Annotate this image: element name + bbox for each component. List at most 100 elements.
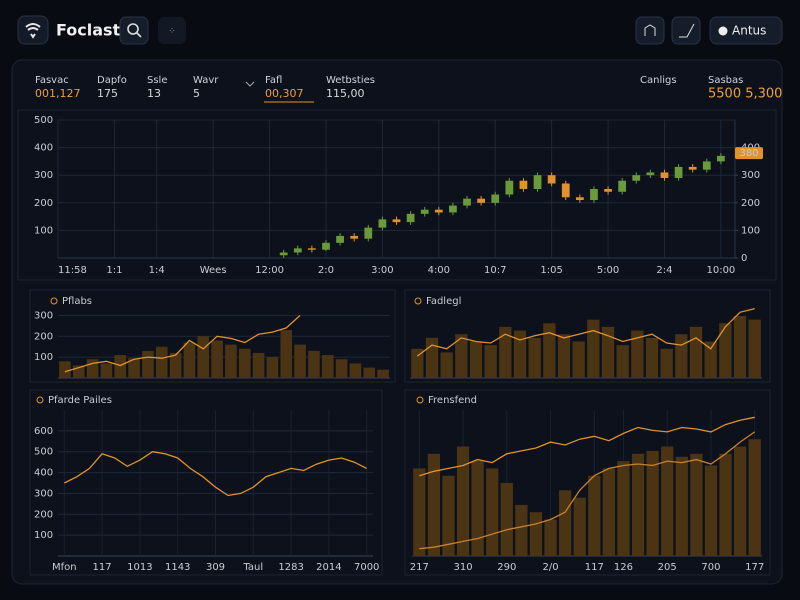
candle-body [646, 172, 655, 176]
candle-body [307, 248, 316, 250]
line [419, 416, 755, 477]
y-tick-label: 300 [34, 488, 53, 499]
y-tick-label: 200 [34, 331, 53, 342]
chart-button[interactable] [635, 16, 665, 45]
stat-value: 175 [97, 87, 118, 100]
bar [411, 348, 424, 378]
logo-icon [25, 23, 41, 39]
y-tick-label: 500 [34, 447, 53, 458]
x-tick-label: 2014 [316, 562, 341, 573]
bar [59, 361, 71, 378]
x-tick-label: 10:00 [706, 265, 735, 276]
y2-tick-label: 100 [741, 225, 760, 236]
logo[interactable] [17, 15, 49, 45]
bar [675, 456, 688, 556]
bar [225, 344, 237, 378]
candle-body [336, 235, 344, 243]
bar [646, 450, 659, 556]
x-tick-label: 1:4 [149, 265, 165, 276]
stat-label: Dapfo [97, 75, 127, 86]
bar [442, 475, 455, 556]
bar [513, 330, 527, 378]
bar [601, 326, 615, 378]
bar [335, 359, 348, 378]
bar [588, 475, 601, 556]
bar [440, 352, 453, 378]
x-tick-label: 1:1 [106, 265, 122, 276]
edit-button[interactable] [671, 16, 701, 45]
bar [719, 323, 732, 378]
menu-icon: ⁘ [168, 27, 176, 37]
search-button[interactable] [119, 16, 149, 45]
panel-title: Frensfend [428, 395, 477, 406]
stat-value: 001,127 [35, 87, 81, 100]
bar [690, 453, 703, 556]
panel-icon [50, 297, 58, 305]
candle-body [293, 248, 302, 253]
stats-bar: Fasvac 001,127 Dapfo 175 Ssle 13 Wavr 5 … [35, 75, 782, 103]
bar [631, 453, 645, 556]
stat-label: Wavr [193, 75, 219, 86]
bar [616, 345, 629, 378]
stat-label: Canligs [640, 75, 677, 86]
dropdown-icon[interactable] [245, 81, 255, 87]
y2-tick-label: 300 [741, 170, 760, 181]
bar [484, 345, 497, 378]
candle-body [618, 180, 627, 192]
candle-body [477, 198, 486, 203]
stat-label: Sasbas [708, 75, 743, 86]
bar [660, 348, 673, 378]
x-tick-label: 2/0 [542, 562, 558, 573]
candle-body [322, 242, 330, 250]
account-name: Antus [732, 24, 766, 38]
stat-label: Ssle [147, 75, 168, 86]
candle-body [717, 155, 725, 162]
bar [142, 350, 154, 378]
candle-body [463, 198, 471, 206]
account-button[interactable] [709, 16, 783, 45]
bar [704, 341, 717, 378]
candle-body [350, 235, 359, 239]
price-tag-label: 380 [739, 148, 758, 159]
bar [349, 363, 362, 378]
stat-label: Fafl [265, 75, 282, 86]
bar [377, 369, 389, 378]
menu-button[interactable] [158, 17, 186, 44]
y-tick-label: 600 [34, 426, 53, 437]
candle-body [392, 219, 401, 223]
bar [733, 315, 747, 378]
candle-body [674, 166, 683, 178]
y2-tick-label: 200 [741, 198, 760, 209]
bar [86, 359, 99, 378]
bar [631, 330, 644, 378]
x-tick-label: 2:4 [656, 265, 672, 276]
candle-body [519, 180, 528, 189]
bar [155, 346, 168, 378]
bar [100, 363, 113, 378]
chart-icon [644, 24, 656, 36]
panel-title: Pfarde Pailes [48, 395, 112, 406]
bar [675, 334, 688, 378]
x-tick-label: 5:00 [597, 265, 619, 276]
x-tick-label: 310 [453, 562, 472, 573]
candle-body [561, 183, 570, 198]
x-tick-label: 3:00 [371, 265, 393, 276]
candle-body [604, 189, 612, 192]
y-tick-label: 100 [34, 225, 53, 236]
panel-frame [404, 289, 771, 383]
bar [308, 350, 320, 378]
candle-body [420, 209, 429, 214]
stat-label: Fasvac [35, 75, 69, 86]
bar [515, 504, 528, 556]
x-tick-label: 205 [658, 562, 677, 573]
bar [543, 323, 556, 378]
stat-value: 00,307 [265, 87, 304, 100]
bar [363, 367, 376, 378]
bar [573, 497, 586, 556]
stat-value: 115,00 [326, 87, 365, 100]
bar [704, 465, 718, 556]
price-chart-frame [17, 109, 777, 281]
x-tick-label: 1143 [165, 562, 190, 573]
x-tick-label: 1:05 [540, 265, 562, 276]
